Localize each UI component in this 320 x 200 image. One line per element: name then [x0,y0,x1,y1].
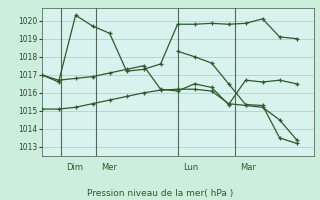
Text: Mer: Mer [101,163,117,172]
Text: Dim: Dim [66,163,83,172]
Text: Pression niveau de la mer( hPa ): Pression niveau de la mer( hPa ) [87,189,233,198]
Text: Mar: Mar [240,163,256,172]
Text: Lun: Lun [183,163,198,172]
